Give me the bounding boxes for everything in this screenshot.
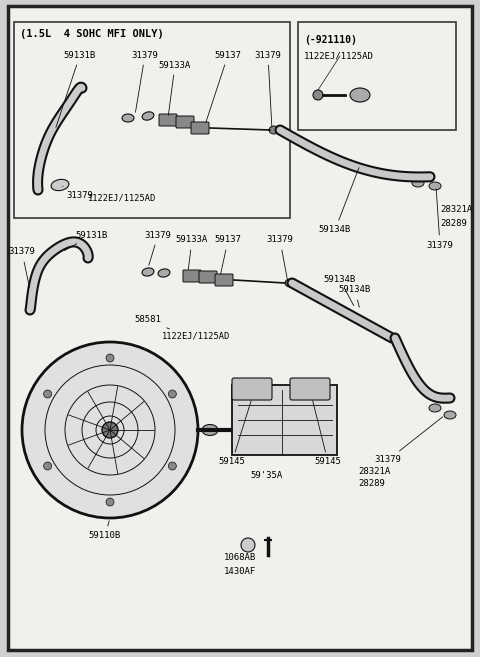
Text: 1122EJ/1125AD: 1122EJ/1125AD [162, 332, 230, 340]
Ellipse shape [51, 179, 69, 191]
Text: (1.5L  4 SOHC MFI ONLY): (1.5L 4 SOHC MFI ONLY) [20, 29, 164, 39]
Text: 1122EJ/1125AD: 1122EJ/1125AD [88, 194, 156, 202]
Text: 1122EJ/1125AD: 1122EJ/1125AD [304, 51, 374, 60]
Text: 58581: 58581 [134, 315, 169, 329]
Circle shape [313, 90, 323, 100]
Text: 31379: 31379 [374, 417, 443, 464]
Text: 59134B: 59134B [339, 286, 371, 307]
Circle shape [241, 538, 255, 552]
FancyBboxPatch shape [215, 274, 233, 286]
Circle shape [22, 342, 198, 518]
Text: 1068AB: 1068AB [224, 553, 256, 562]
Text: 59133A: 59133A [159, 60, 191, 115]
Text: 31379: 31379 [62, 186, 94, 200]
Text: 31379: 31379 [132, 51, 158, 112]
Text: 59131B: 59131B [56, 51, 96, 127]
Text: 31379: 31379 [144, 231, 171, 265]
Circle shape [44, 390, 52, 398]
Ellipse shape [429, 182, 441, 190]
FancyBboxPatch shape [183, 270, 201, 282]
Text: (-921110): (-921110) [304, 35, 357, 45]
FancyBboxPatch shape [8, 6, 472, 650]
Text: 59110B: 59110B [89, 521, 121, 541]
Text: 31379: 31379 [254, 51, 281, 127]
FancyBboxPatch shape [232, 385, 337, 455]
FancyBboxPatch shape [199, 271, 217, 283]
FancyBboxPatch shape [191, 122, 209, 134]
Ellipse shape [269, 126, 279, 134]
Circle shape [168, 462, 176, 470]
Text: 28289: 28289 [358, 480, 385, 489]
Circle shape [168, 390, 176, 398]
Text: 28289: 28289 [440, 219, 467, 227]
Text: 31379: 31379 [9, 248, 36, 287]
Text: 59134B: 59134B [319, 168, 359, 235]
Text: 59133A: 59133A [176, 235, 208, 269]
FancyBboxPatch shape [232, 378, 272, 400]
Circle shape [106, 354, 114, 362]
Circle shape [102, 422, 118, 438]
Text: 59131B: 59131B [64, 231, 108, 250]
Text: 59137: 59137 [215, 235, 241, 274]
Text: 59137: 59137 [206, 51, 241, 122]
Text: 59145: 59145 [218, 401, 251, 466]
Ellipse shape [202, 424, 218, 436]
Ellipse shape [444, 411, 456, 419]
Text: 59145: 59145 [312, 401, 341, 466]
Text: 28321A: 28321A [440, 206, 472, 214]
FancyBboxPatch shape [176, 116, 194, 128]
Text: 1430AF: 1430AF [224, 566, 256, 576]
Ellipse shape [412, 179, 424, 187]
Text: 28321A: 28321A [358, 468, 390, 476]
Circle shape [44, 462, 52, 470]
Circle shape [106, 498, 114, 506]
FancyBboxPatch shape [159, 114, 177, 126]
Ellipse shape [142, 112, 154, 120]
Ellipse shape [142, 268, 154, 276]
Text: 31379: 31379 [266, 235, 293, 281]
Ellipse shape [158, 269, 170, 277]
Text: 59'35A: 59'35A [250, 472, 282, 480]
Ellipse shape [429, 404, 441, 412]
FancyBboxPatch shape [290, 378, 330, 400]
Text: 59134B: 59134B [324, 275, 356, 306]
Text: 31379: 31379 [427, 189, 454, 250]
Ellipse shape [350, 88, 370, 102]
Ellipse shape [285, 279, 295, 287]
Ellipse shape [122, 114, 134, 122]
